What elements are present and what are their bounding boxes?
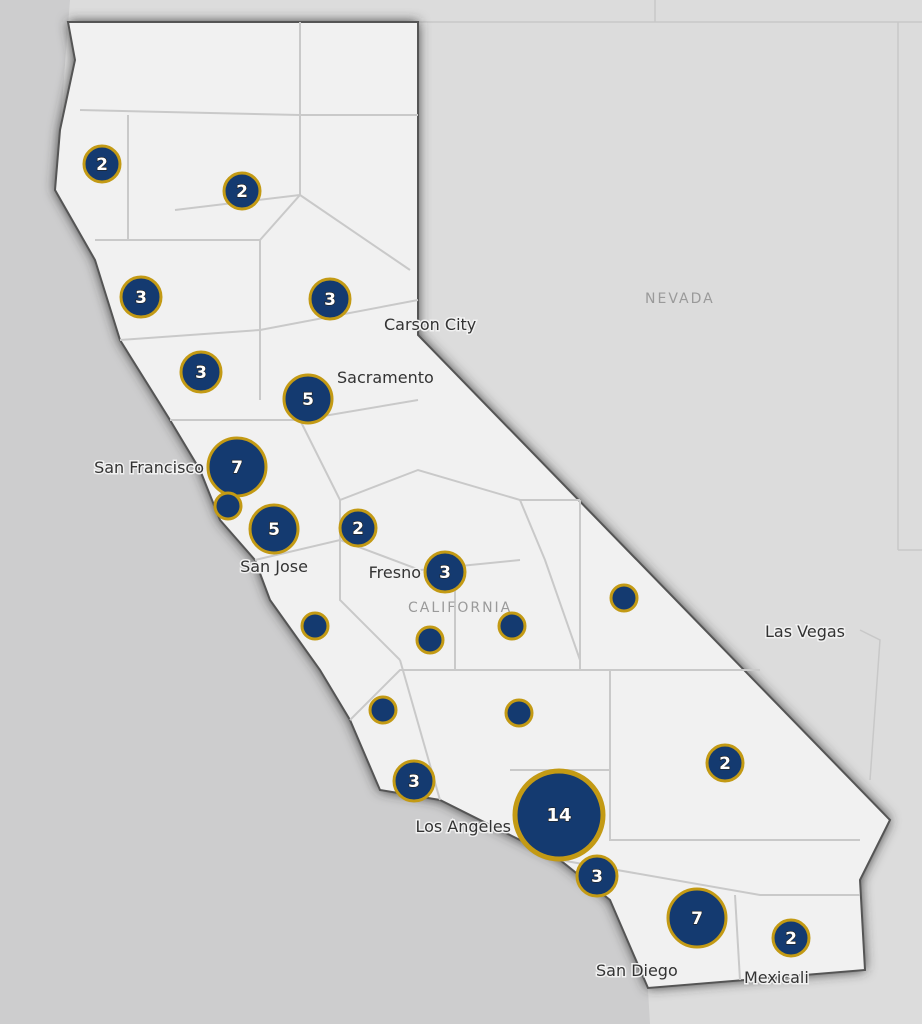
marker-circle[interactable] [415, 625, 445, 655]
marker-circle[interactable] [504, 698, 534, 728]
marker-circle[interactable] [575, 854, 619, 898]
cluster-count: 3 [324, 290, 336, 310]
ocean [0, 0, 650, 1024]
cluster-count: 14 [546, 805, 571, 826]
cluster-marker[interactable]: 3 [423, 550, 467, 594]
cluster-marker[interactable]: 2 [705, 743, 745, 783]
cluster-count: 3 [408, 772, 420, 792]
marker-circle[interactable] [213, 491, 243, 521]
cluster-count: 5 [302, 390, 314, 410]
marker-circle[interactable] [423, 550, 467, 594]
marker-circle[interactable] [392, 759, 436, 803]
city-label-los-angeles: Los Angeles [415, 817, 511, 836]
state-label-nevada: NEVADA [645, 291, 715, 307]
cluster-count: 5 [268, 520, 280, 540]
cluster-count: 2 [785, 929, 797, 949]
neighbor-borders [418, 0, 922, 781]
cluster-count: 2 [352, 519, 364, 539]
cluster-marker[interactable]: 14 [512, 768, 606, 862]
marker-circle[interactable] [300, 611, 330, 641]
marker-circle[interactable] [222, 171, 262, 211]
point-marker[interactable] [497, 611, 527, 641]
point-marker[interactable] [300, 611, 330, 641]
cluster-marker[interactable]: 2 [338, 508, 378, 548]
point-marker[interactable] [609, 583, 639, 613]
cluster-markers: 2 2 3 3 3 5 7 5 2 3 3 2 14 3 7 2 [82, 144, 811, 958]
place-labels: NEVADA CALIFORNIA Carson City Sacramento… [93, 291, 847, 989]
cluster-marker[interactable]: 3 [392, 759, 436, 803]
cluster-marker[interactable]: 3 [119, 275, 163, 319]
cluster-marker[interactable]: 2 [771, 918, 811, 958]
city-label-san-jose: San Jose [240, 557, 308, 576]
point-marker[interactable] [415, 625, 445, 655]
cluster-count: 2 [96, 155, 108, 175]
marker-circle[interactable] [497, 611, 527, 641]
marker-circle[interactable] [666, 887, 728, 949]
cluster-marker[interactable]: 3 [575, 854, 619, 898]
city-label-carson-city: Carson City [384, 315, 476, 334]
cluster-count: 7 [691, 909, 703, 929]
cluster-marker[interactable]: 3 [308, 277, 352, 321]
cluster-count: 3 [439, 563, 451, 583]
point-marker[interactable] [504, 698, 534, 728]
marker-circle[interactable] [82, 144, 122, 184]
cluster-count: 3 [591, 867, 603, 887]
cluster-marker[interactable]: 5 [248, 503, 300, 555]
cluster-marker[interactable]: 7 [666, 887, 728, 949]
cluster-count: 2 [236, 182, 248, 202]
cluster-count: 7 [231, 458, 243, 478]
cluster-marker[interactable]: 2 [222, 171, 262, 211]
cluster-count: 3 [195, 363, 207, 383]
marker-circle[interactable] [179, 350, 223, 394]
marker-circle[interactable] [705, 743, 745, 783]
marker-circle[interactable] [308, 277, 352, 321]
city-label-san-francisco: San Francisco [94, 458, 204, 477]
cluster-count: 3 [135, 288, 147, 308]
cluster-count: 2 [719, 754, 731, 774]
city-label-mexicali: Mexicali [744, 968, 809, 987]
marker-circle[interactable] [512, 768, 606, 862]
cluster-marker[interactable]: 2 [82, 144, 122, 184]
city-label-las-vegas: Las Vegas [765, 622, 845, 641]
state-label-california: CALIFORNIA [408, 600, 512, 616]
marker-circle[interactable] [248, 503, 300, 555]
city-label-sacramento: Sacramento [337, 368, 434, 387]
marker-circle[interactable] [338, 508, 378, 548]
cluster-marker[interactable]: 5 [282, 373, 334, 425]
marker-circle[interactable] [368, 695, 398, 725]
cluster-marker[interactable]: 7 [206, 436, 268, 498]
marker-circle[interactable] [119, 275, 163, 319]
marker-circle[interactable] [609, 583, 639, 613]
point-marker[interactable] [368, 695, 398, 725]
point-marker[interactable] [213, 491, 243, 521]
cluster-marker[interactable]: 3 [179, 350, 223, 394]
marker-circle[interactable] [771, 918, 811, 958]
county-borders [79, 22, 860, 981]
marker-circle[interactable] [282, 373, 334, 425]
city-label-fresno: Fresno [369, 563, 421, 582]
city-label-san-diego: San Diego [596, 961, 678, 980]
